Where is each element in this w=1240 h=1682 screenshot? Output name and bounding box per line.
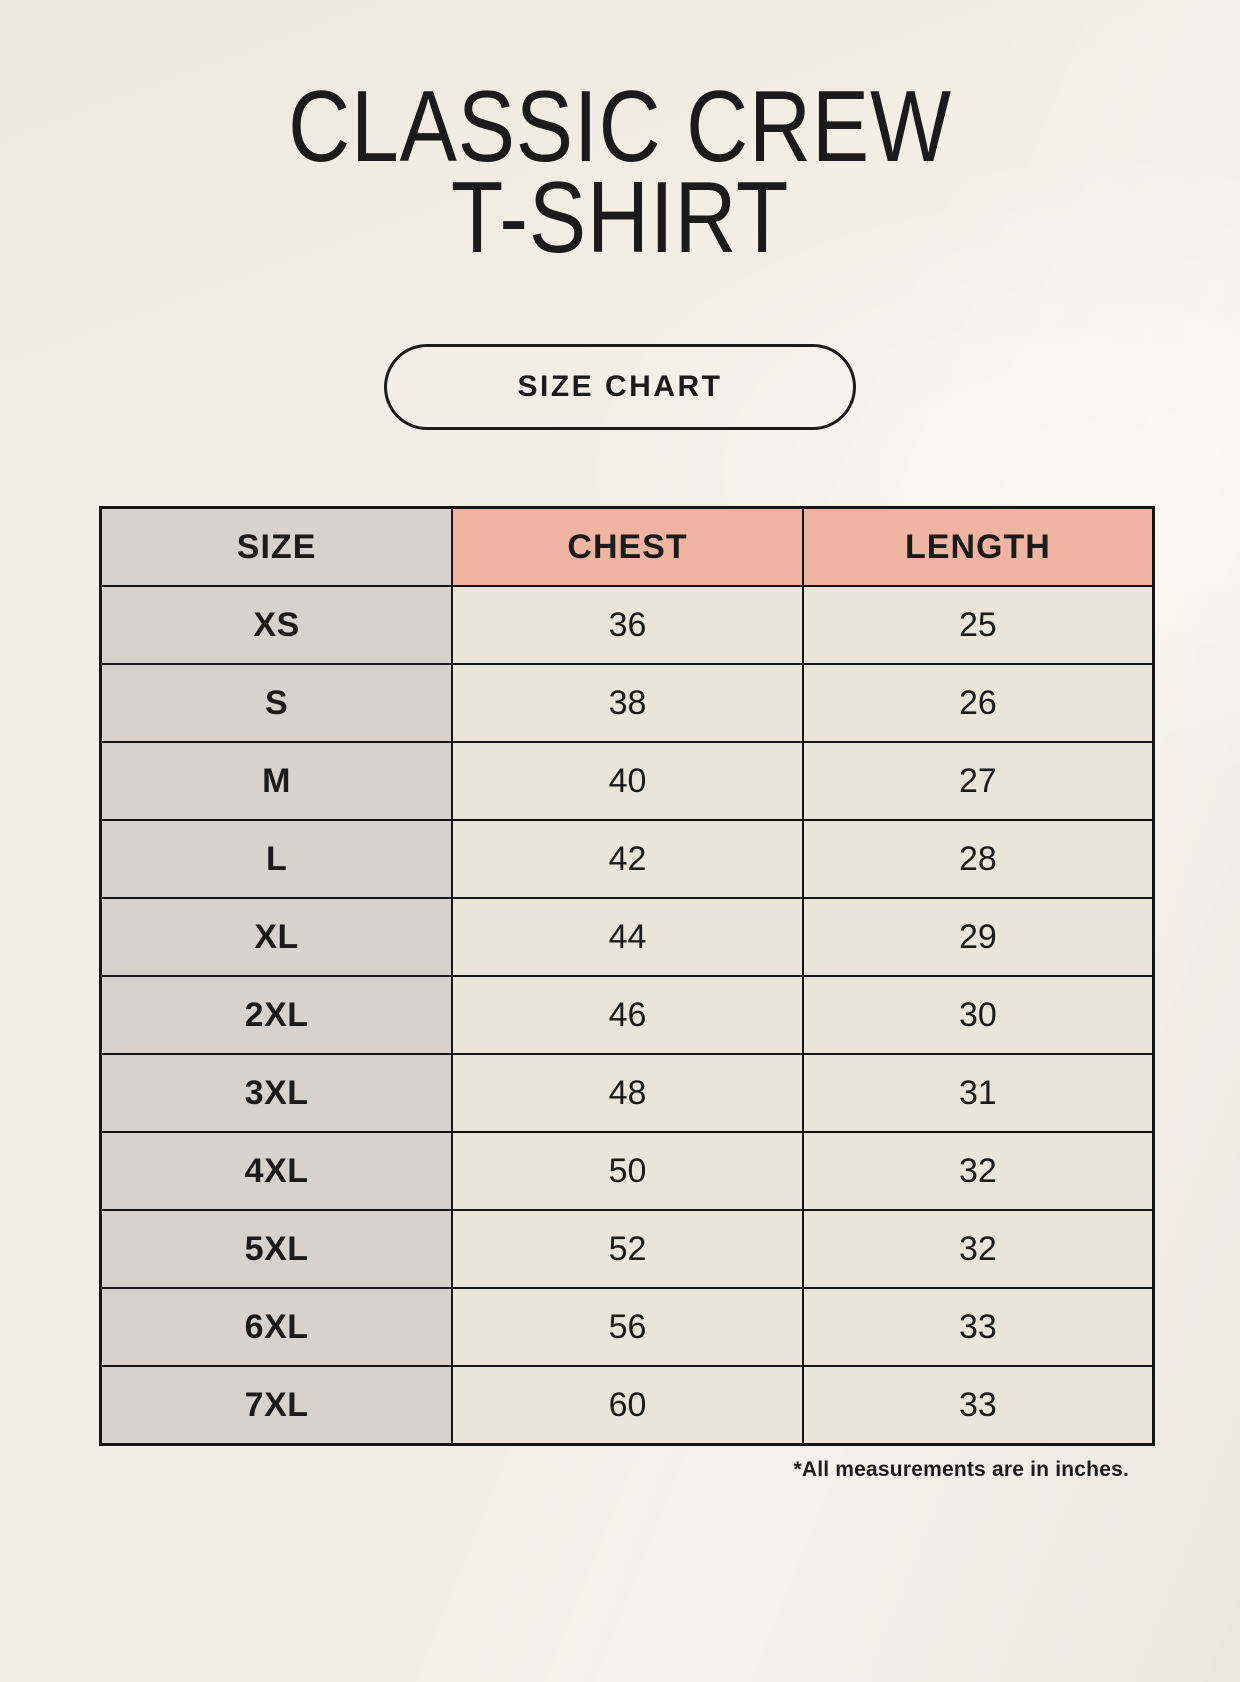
page-title: CLASSIC CREW T-SHIRT [93,71,1147,274]
size-cell: 7XL [99,1365,454,1446]
length-cell: 27 [801,741,1155,822]
chest-cell: 42 [451,819,804,900]
page-background: { "page": { "title_line1": "CLASSIC CREW… [0,71,1240,1682]
table-row: 5XL 52 32 [99,1209,1155,1290]
size-chart-table-wrap: SIZE CHEST LENGTH XS 36 25 S 38 26 M 40 … [99,505,1155,1446]
size-cell: 6XL [99,1287,454,1368]
size-chart-button-row: SIZE CHART [0,343,1240,430]
column-header-chest: CHEST [451,506,804,588]
chest-cell: 40 [451,741,804,822]
size-cell: L [99,819,454,900]
chest-cell: 48 [451,1053,804,1134]
size-cell: XS [99,585,454,666]
size-cell: 5XL [99,1209,454,1290]
length-cell: 29 [801,897,1155,978]
page-title-line-2: T-SHIRT [450,161,790,274]
size-cell: 4XL [99,1131,454,1212]
measurements-footnote: *All measurements are in inches. [793,1457,1129,1481]
size-chart-button[interactable]: SIZE CHART [384,343,856,430]
table-row: L 42 28 [99,819,1155,900]
chest-cell: 36 [451,585,804,666]
length-cell: 30 [801,975,1155,1056]
table-row: 7XL 60 33 [99,1365,1155,1446]
length-cell: 26 [801,663,1155,744]
table-row: 2XL 46 30 [99,975,1155,1056]
size-chart-table-header: SIZE CHEST LENGTH [99,506,1155,588]
chest-cell: 46 [451,975,804,1056]
chest-cell: 52 [451,1209,804,1290]
length-cell: 28 [801,819,1155,900]
length-cell: 25 [801,585,1155,666]
size-cell: S [99,663,454,744]
chest-cell: 38 [451,663,804,744]
table-row: 3XL 48 31 [99,1053,1155,1134]
table-row: 6XL 56 33 [99,1287,1155,1368]
column-header-length: LENGTH [801,506,1155,588]
size-cell: M [99,741,454,822]
header-row: SIZE CHEST LENGTH [99,506,1155,588]
length-cell: 33 [801,1287,1155,1368]
column-header-size: SIZE [99,506,454,588]
table-row: 4XL 50 32 [99,1131,1155,1212]
length-cell: 32 [801,1131,1155,1212]
length-cell: 33 [801,1365,1155,1446]
chest-cell: 44 [451,897,804,978]
chest-cell: 50 [451,1131,804,1212]
size-cell: 2XL [99,975,454,1056]
size-cell: XL [99,897,454,978]
table-row: M 40 27 [99,741,1155,822]
size-cell: 3XL [99,1053,454,1134]
length-cell: 32 [801,1209,1155,1290]
size-chart-table-body: XS 36 25 S 38 26 M 40 27 L 42 28 XL 44 2… [99,585,1155,1446]
chest-cell: 56 [451,1287,804,1368]
table-row: XS 36 25 [99,585,1155,666]
size-chart-table: SIZE CHEST LENGTH XS 36 25 S 38 26 M 40 … [99,505,1155,1446]
page-title-line-1: CLASSIC CREW [288,71,952,183]
table-row: S 38 26 [99,663,1155,744]
length-cell: 31 [801,1053,1155,1134]
table-row: XL 44 29 [99,897,1155,978]
chest-cell: 60 [451,1365,804,1446]
